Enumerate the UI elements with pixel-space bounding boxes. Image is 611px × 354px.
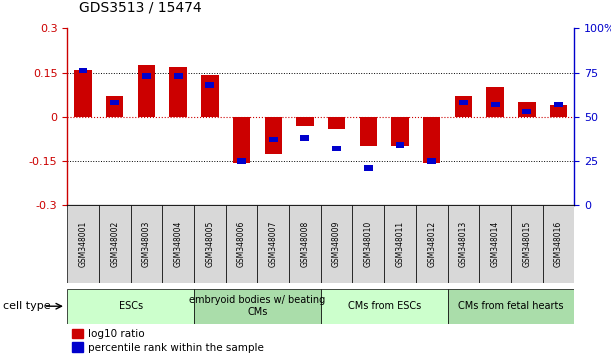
Bar <box>174 74 183 79</box>
Text: GSM348004: GSM348004 <box>174 221 183 268</box>
Bar <box>459 100 468 105</box>
Bar <box>554 102 563 107</box>
Bar <box>301 135 309 141</box>
Bar <box>79 68 87 74</box>
Bar <box>491 102 500 107</box>
Text: GSM348013: GSM348013 <box>459 221 468 267</box>
Bar <box>328 117 345 129</box>
FancyBboxPatch shape <box>194 289 321 324</box>
Bar <box>550 105 567 117</box>
Bar <box>423 117 441 163</box>
Bar <box>518 102 535 117</box>
Text: ESCs: ESCs <box>119 301 142 311</box>
Bar <box>237 159 246 164</box>
FancyBboxPatch shape <box>353 205 384 283</box>
FancyBboxPatch shape <box>67 205 99 283</box>
FancyBboxPatch shape <box>99 205 131 283</box>
Bar <box>106 96 123 117</box>
FancyBboxPatch shape <box>511 205 543 283</box>
Bar <box>269 137 277 143</box>
Bar <box>395 143 404 148</box>
Text: GSM348008: GSM348008 <box>301 221 309 267</box>
FancyBboxPatch shape <box>194 205 225 283</box>
Legend: log10 ratio, percentile rank within the sample: log10 ratio, percentile rank within the … <box>73 329 264 353</box>
Bar <box>201 75 219 117</box>
Text: GSM348005: GSM348005 <box>205 221 214 268</box>
FancyBboxPatch shape <box>543 205 574 283</box>
FancyBboxPatch shape <box>447 205 479 283</box>
Bar <box>169 67 187 117</box>
Bar <box>205 82 214 88</box>
Bar <box>75 70 92 117</box>
Text: CMs from ESCs: CMs from ESCs <box>348 301 421 311</box>
Text: GSM348015: GSM348015 <box>522 221 532 267</box>
Bar <box>142 74 151 79</box>
Text: GSM348009: GSM348009 <box>332 221 341 268</box>
Text: GSM348016: GSM348016 <box>554 221 563 267</box>
Bar <box>332 146 341 152</box>
Text: GSM348010: GSM348010 <box>364 221 373 267</box>
FancyBboxPatch shape <box>225 205 257 283</box>
FancyBboxPatch shape <box>257 205 289 283</box>
Bar <box>360 117 377 146</box>
FancyBboxPatch shape <box>321 289 447 324</box>
FancyBboxPatch shape <box>67 289 194 324</box>
Text: GSM348002: GSM348002 <box>110 221 119 267</box>
FancyBboxPatch shape <box>163 205 194 283</box>
Text: embryoid bodies w/ beating
CMs: embryoid bodies w/ beating CMs <box>189 295 326 317</box>
FancyBboxPatch shape <box>416 205 447 283</box>
Bar <box>364 166 373 171</box>
Bar <box>111 100 119 105</box>
Text: GSM348012: GSM348012 <box>427 221 436 267</box>
Text: cell type: cell type <box>3 301 51 311</box>
Bar <box>233 117 251 163</box>
Bar <box>391 117 409 146</box>
FancyBboxPatch shape <box>479 205 511 283</box>
Text: GSM348014: GSM348014 <box>491 221 500 267</box>
FancyBboxPatch shape <box>447 289 574 324</box>
Bar <box>522 109 531 114</box>
Bar <box>455 96 472 117</box>
Bar <box>296 117 313 126</box>
FancyBboxPatch shape <box>289 205 321 283</box>
Text: GSM348006: GSM348006 <box>237 221 246 268</box>
Text: CMs from fetal hearts: CMs from fetal hearts <box>458 301 564 311</box>
FancyBboxPatch shape <box>131 205 163 283</box>
FancyBboxPatch shape <box>384 205 416 283</box>
FancyBboxPatch shape <box>321 205 353 283</box>
Bar <box>427 159 436 164</box>
Text: GSM348003: GSM348003 <box>142 221 151 268</box>
Text: GDS3513 / 15474: GDS3513 / 15474 <box>79 0 202 14</box>
Bar <box>265 117 282 154</box>
Text: GSM348011: GSM348011 <box>395 221 404 267</box>
Bar <box>137 65 155 117</box>
Text: GSM348007: GSM348007 <box>269 221 278 268</box>
Text: GSM348001: GSM348001 <box>79 221 87 267</box>
Bar <box>486 87 504 117</box>
